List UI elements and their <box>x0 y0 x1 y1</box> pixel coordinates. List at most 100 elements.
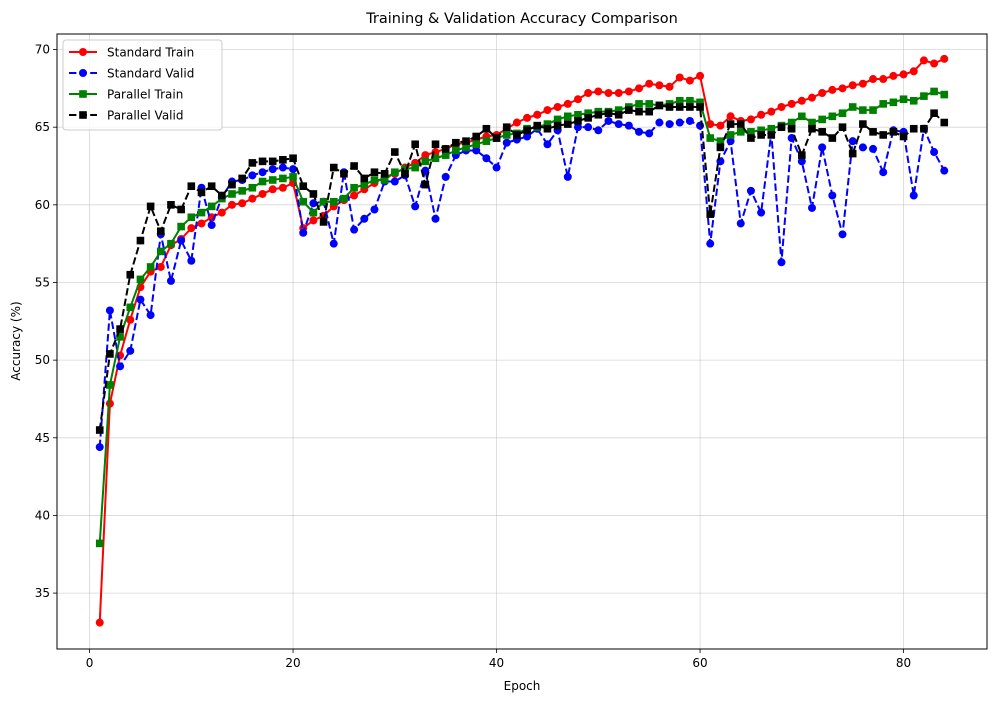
data-point <box>574 110 582 119</box>
data-point <box>777 258 786 267</box>
data-point <box>207 202 216 211</box>
data-point <box>268 185 277 194</box>
data-point <box>635 107 643 116</box>
data-point <box>268 176 277 184</box>
data-point <box>136 236 145 245</box>
data-point <box>370 205 379 214</box>
data-point <box>909 67 918 76</box>
data-point <box>462 137 470 145</box>
data-point <box>543 140 552 149</box>
data-point <box>635 100 643 108</box>
data-point <box>828 134 837 142</box>
data-point <box>258 168 267 177</box>
data-point <box>584 114 592 122</box>
data-point <box>543 124 552 133</box>
legend-swatch-marker <box>79 69 87 77</box>
data-point <box>380 169 389 178</box>
data-point <box>553 102 562 111</box>
data-point <box>441 172 450 181</box>
data-point <box>635 84 644 93</box>
data-point <box>319 218 328 226</box>
legend-entry-parallel-valid: Parallel Valid <box>69 109 183 123</box>
data-point <box>238 174 246 183</box>
data-point <box>309 208 318 217</box>
data-point <box>482 137 491 145</box>
legend-label: Parallel Valid <box>107 109 183 123</box>
data-point <box>136 275 145 284</box>
data-point <box>360 174 369 183</box>
data-point <box>228 200 237 209</box>
data-point <box>390 177 399 186</box>
data-point <box>797 96 806 105</box>
data-point <box>207 221 216 230</box>
data-point <box>309 190 318 198</box>
x-tick-label: 40 <box>489 656 504 670</box>
data-point <box>787 124 796 133</box>
data-point <box>685 116 694 125</box>
data-point <box>238 187 246 195</box>
data-point <box>452 138 460 147</box>
data-point <box>848 103 857 111</box>
data-point <box>95 426 104 434</box>
data-point <box>472 146 481 155</box>
data-point <box>116 362 125 371</box>
data-point <box>431 140 440 149</box>
data-point <box>767 131 776 139</box>
data-point <box>889 71 898 80</box>
data-point <box>421 180 430 189</box>
data-point <box>747 128 755 136</box>
data-point <box>248 183 257 192</box>
data-point <box>258 189 267 198</box>
legend-label: Parallel Train <box>107 88 183 102</box>
data-point <box>726 137 735 146</box>
data-point <box>502 123 511 131</box>
data-point <box>105 399 114 408</box>
data-point <box>512 118 521 127</box>
data-point <box>716 121 725 130</box>
data-point <box>879 75 888 84</box>
x-axis-label: Epoch <box>504 679 541 693</box>
data-point <box>248 171 257 180</box>
data-point <box>736 128 745 136</box>
data-point <box>787 118 796 127</box>
data-point <box>502 131 511 139</box>
data-point <box>258 157 267 166</box>
legend-label: Standard Train <box>107 46 194 60</box>
data-point <box>563 120 572 128</box>
data-point <box>858 143 867 152</box>
data-point <box>798 112 806 121</box>
plot-frame <box>56 33 988 650</box>
data-point <box>879 168 888 177</box>
data-point <box>411 140 419 149</box>
data-point <box>757 126 765 135</box>
y-tick-label: 35 <box>35 586 50 600</box>
data-point <box>767 124 776 133</box>
data-point <box>655 81 664 90</box>
data-point <box>126 270 135 279</box>
data-point <box>696 121 705 130</box>
data-point <box>757 110 766 119</box>
y-tick-label: 45 <box>35 431 50 445</box>
legend: Standard Train Standard Valid Parallel Tra… <box>62 39 223 131</box>
data-point <box>248 159 257 167</box>
data-point <box>228 180 236 189</box>
data-point <box>777 123 786 131</box>
data-point <box>268 165 277 174</box>
data-point <box>869 106 877 114</box>
legend-label: Standard Valid <box>107 67 194 81</box>
data-point <box>177 222 185 231</box>
data-point <box>706 210 715 218</box>
data-point <box>309 216 318 225</box>
data-point <box>533 121 542 130</box>
data-point <box>106 381 114 389</box>
data-point <box>686 96 694 105</box>
data-point <box>899 70 908 79</box>
data-point <box>543 106 552 115</box>
data-point <box>645 129 654 138</box>
data-point <box>299 197 308 206</box>
data-point <box>645 100 653 108</box>
data-point <box>421 157 430 166</box>
y-tick-label: 60 <box>35 198 50 212</box>
data-point <box>909 96 918 105</box>
data-point <box>350 183 358 192</box>
